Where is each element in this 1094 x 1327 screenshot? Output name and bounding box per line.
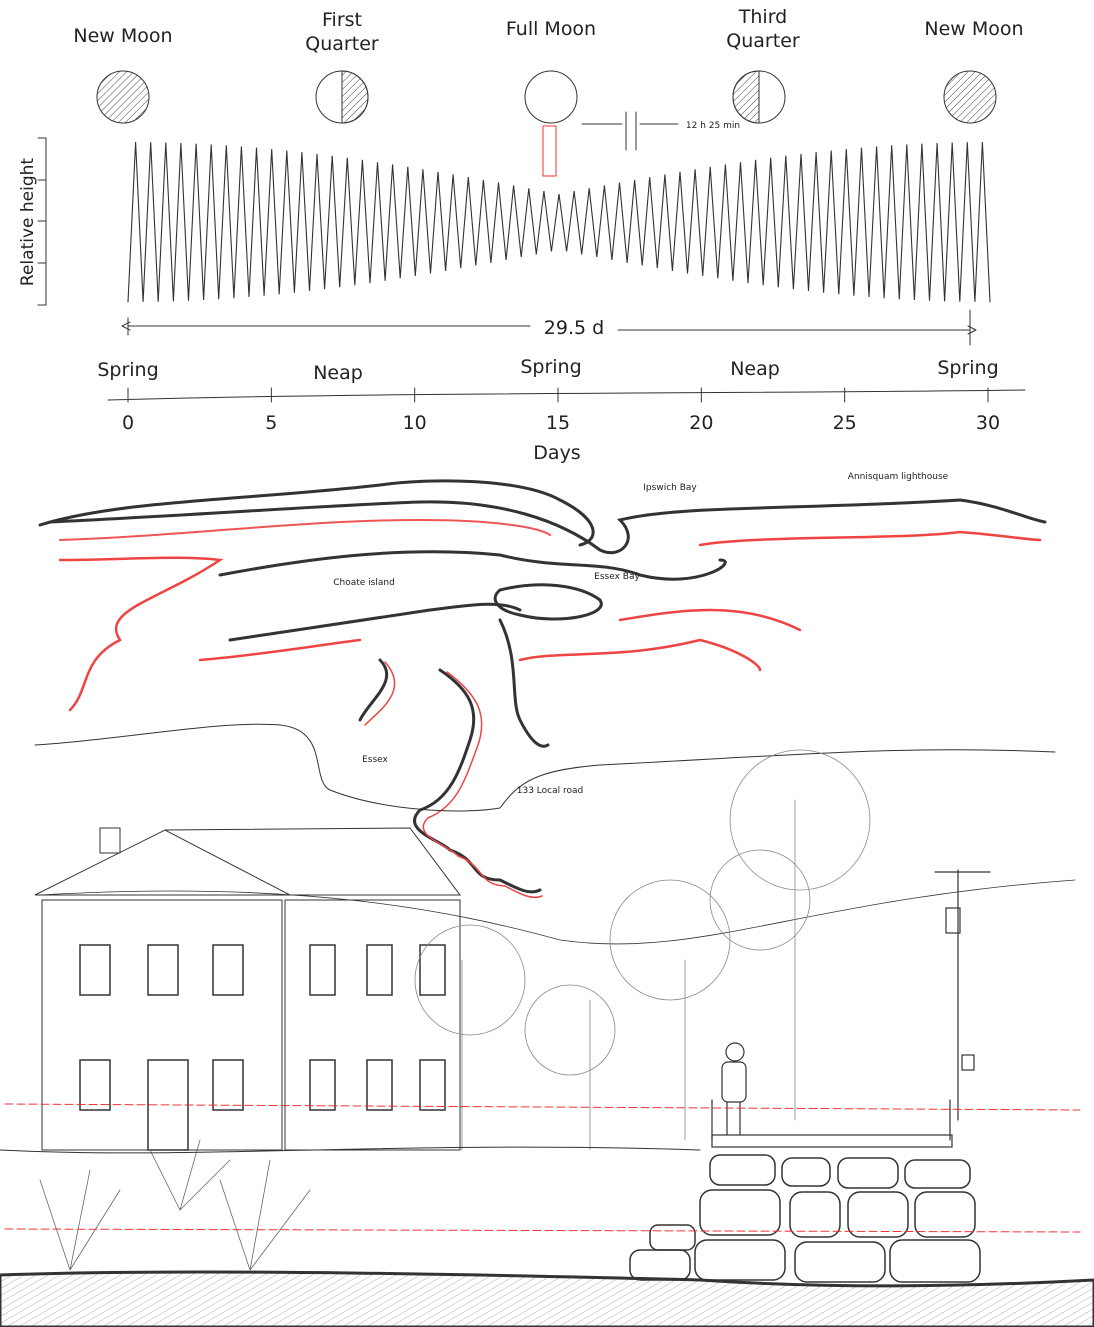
x-tick-label: 5 — [265, 412, 277, 434]
x-tick-label: 15 — [546, 412, 570, 434]
house — [35, 828, 460, 1150]
map — [40, 481, 1045, 898]
dock — [630, 1043, 980, 1282]
pole — [935, 870, 990, 1120]
semidiurnal-label: 12 h 25 min — [686, 121, 740, 131]
moon-phase-label: First Quarter — [292, 8, 392, 56]
tide-curve — [128, 142, 990, 302]
map-label: Essex — [362, 755, 388, 765]
moon-phase-label: Third Quarter — [713, 5, 813, 53]
tide-type-label: Spring — [937, 357, 998, 379]
map-label: Essex Bay — [594, 572, 640, 582]
x-tick-label: 0 — [122, 412, 134, 434]
moon-phase-label: Full Moon — [501, 17, 601, 41]
period-label: 29.5 d — [544, 317, 604, 339]
map-label: Ipswich Bay — [643, 483, 696, 493]
moon-phase-label: New Moon — [73, 24, 173, 48]
x-tick-label: 20 — [689, 412, 713, 434]
shrubs — [40, 1140, 310, 1270]
map-label: 133 Local road — [517, 786, 583, 796]
x-axis-label: Days — [533, 442, 580, 464]
tide-type-label: Neap — [730, 358, 780, 380]
map-label: Annisquam lighthouse — [848, 472, 948, 482]
tide-type-label: Spring — [97, 359, 158, 381]
x-tick-label: 25 — [833, 412, 857, 434]
moon-phase-label: New Moon — [924, 17, 1024, 41]
water-levels — [5, 1104, 1080, 1232]
illustration: New Moon First Quarter Full Moon Third Q… — [0, 0, 1094, 1327]
drawing — [0, 0, 1094, 1327]
y-axis-label: Relative height — [18, 158, 38, 286]
moons — [97, 71, 996, 123]
x-tick-label: 30 — [976, 412, 1000, 434]
x-tick-label: 10 — [403, 412, 427, 434]
tide-type-label: Spring — [520, 356, 581, 378]
map-label: Choate island — [333, 578, 395, 588]
tide-type-label: Neap — [313, 362, 363, 384]
terrain — [35, 724, 1075, 944]
